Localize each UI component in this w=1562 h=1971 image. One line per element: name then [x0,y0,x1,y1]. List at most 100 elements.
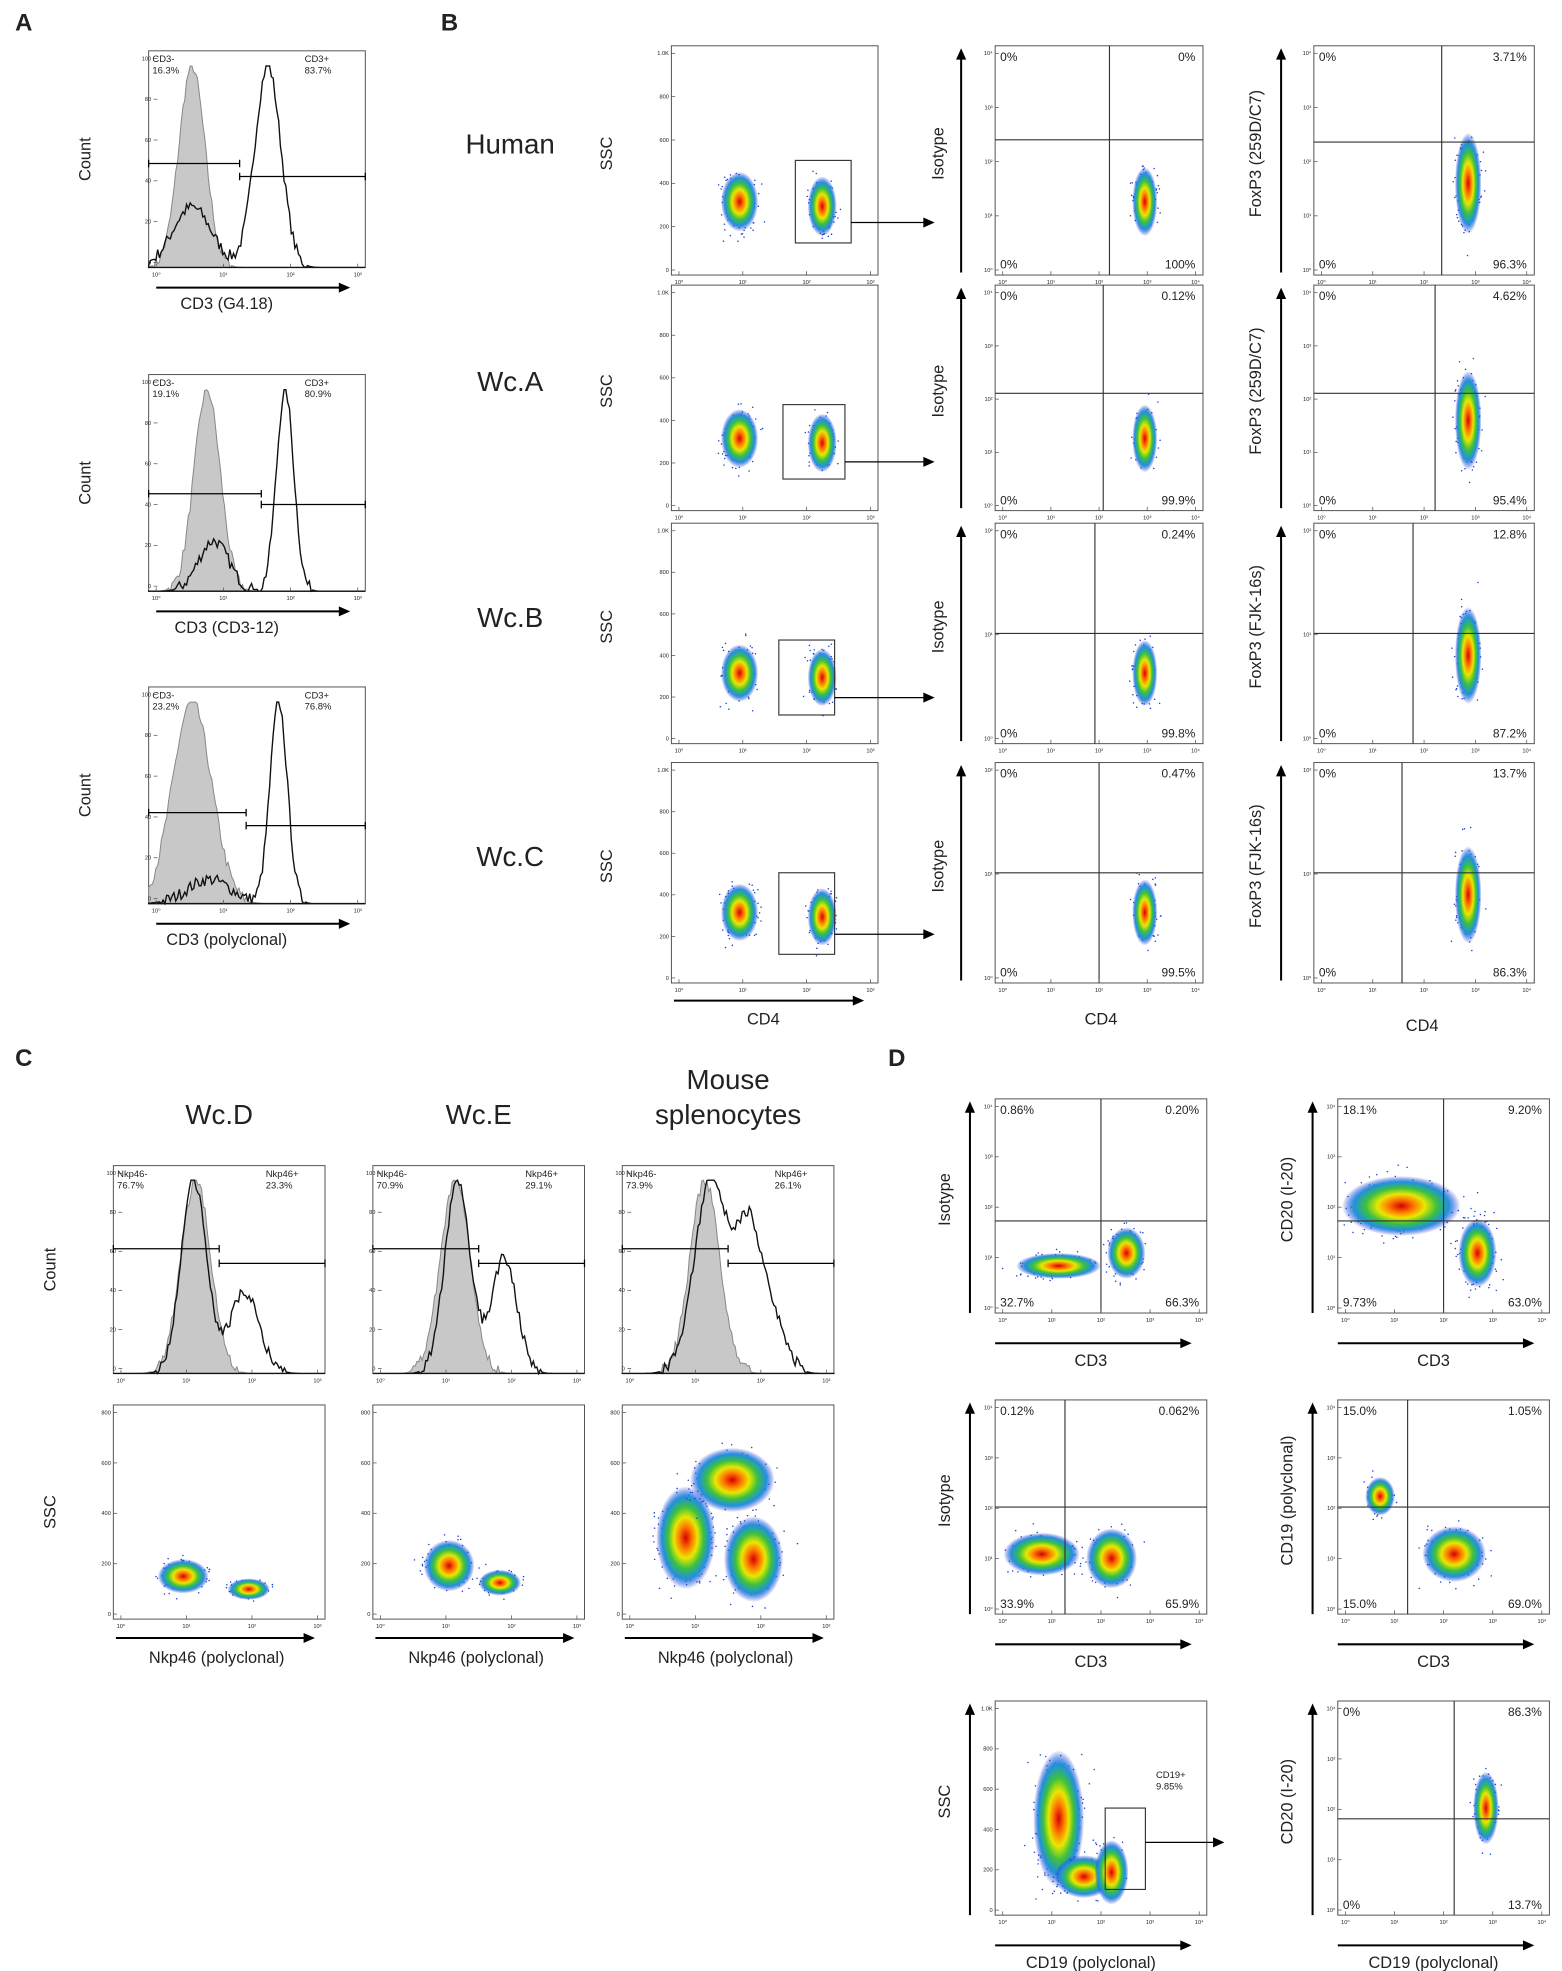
event-dot [226,1583,228,1586]
event-dot [1454,1240,1457,1243]
event-dot [1483,190,1486,192]
event-dot [1147,949,1149,952]
event-dot [652,1535,654,1537]
event-dot [1455,213,1458,216]
quadrant-label: 0% [1000,767,1018,781]
event-dot [756,688,758,691]
x-tick-label: 10⁰ [117,1623,126,1630]
x-tick-label: 10³ [822,1624,830,1630]
quadrant-label: 12.8% [1493,527,1527,541]
plot-frame [112,1404,326,1620]
event-dot [1462,1227,1464,1229]
event-dot [1412,1236,1414,1239]
y-tick-label: 10¹ [1303,872,1311,878]
event-dot [837,440,839,442]
y-tick-label: 10² [1327,1205,1335,1211]
x-tick-label: 10³ [354,908,362,914]
event-dot [827,235,830,238]
y-tick-label: 400 [361,1511,370,1517]
quadrant-label: 32.7% [1000,1296,1034,1310]
arrow-head [563,1632,575,1644]
y-tick-label: 40 [145,179,151,185]
event-dot [828,702,831,705]
event-dot [1460,598,1463,601]
x-tick-label: 10³ [1143,988,1151,994]
x-tick-label: 10³ [866,988,874,994]
y-tick-label: 60 [145,774,151,780]
x-tick-label: 10² [1097,1619,1105,1625]
y-tick-label: 0 [367,1612,370,1618]
gate-label: CD3- [152,54,174,65]
event-dot [1456,380,1459,382]
event-dot [751,1605,754,1608]
row-label: Wc.B [477,602,543,633]
y-tick-label: 20 [110,1327,116,1333]
x-tick-label: 10³ [1489,1318,1497,1324]
event-dot [725,702,727,705]
event-dot [1129,182,1132,184]
event-dot [197,1592,200,1594]
event-dot [1454,851,1457,854]
event-dot [750,1446,753,1449]
gate-label: CD3+ [305,54,330,65]
event-dot [208,1568,211,1571]
plot-frame [1313,284,1535,512]
event-dot [1079,1565,1082,1567]
event-dot [748,470,750,472]
x-tick-label: 10⁰ [152,595,161,602]
x-tick-label: 10⁰ [117,1377,126,1384]
event-dot [653,1515,656,1518]
y-tick-label: 600 [101,1461,110,1467]
y-tick-label: 200 [610,1562,619,1568]
event-dot [754,1515,757,1517]
event-dot [724,946,727,949]
event-dot [1007,1571,1009,1573]
plot-frame [148,374,366,592]
event-dot [1135,706,1138,709]
event-dot [182,1554,184,1557]
x-tick-label: 10⁴ [1522,987,1531,994]
gate-bar [148,159,366,181]
row-label: Human [466,129,555,160]
event-dot [752,229,754,231]
x-tick-label: 10² [1095,515,1103,521]
event-dot [658,1587,661,1590]
event-dot [1143,1541,1146,1543]
event-dot [1455,388,1457,391]
event-dot [1471,949,1473,952]
event-dot [485,1563,487,1566]
gate-label: 19.1% [152,389,179,400]
x-axis-label: CD4 [1406,1017,1439,1035]
y-axis-label: CD20 (I-20) [1278,1157,1296,1242]
quadrant-label: 9.73% [1343,1296,1377,1310]
quadrant-label: 9.20% [1508,1103,1542,1117]
event-dot [476,1577,478,1580]
y-tick-label: 10⁰ [984,1305,993,1312]
event-dot [782,1574,785,1577]
event-dot [1343,1224,1346,1226]
event-dot [715,1574,717,1577]
event-dot [827,943,829,945]
event-dot [1091,1580,1094,1582]
event-dot [1102,1243,1105,1246]
event-dot [757,888,759,891]
event-dot [1455,919,1457,921]
event-dot [488,1594,491,1596]
arrow-head [852,995,865,1006]
event-dot [461,1590,464,1592]
event-dot [1474,1210,1476,1213]
event-dot [1128,680,1131,682]
event-dot [806,916,808,919]
event-dot [1458,361,1461,363]
event-dot [1089,1538,1092,1540]
event-dot [760,906,762,908]
event-dot [1456,216,1459,219]
event-dot [208,1579,210,1582]
x-tick-label: 10² [248,1378,256,1384]
y-tick-label: 800 [361,1410,370,1416]
event-dot [753,934,756,937]
event-dot [1129,1584,1132,1586]
event-dot [1488,1284,1491,1286]
arrow-head [923,217,935,228]
event-dot [735,467,737,470]
